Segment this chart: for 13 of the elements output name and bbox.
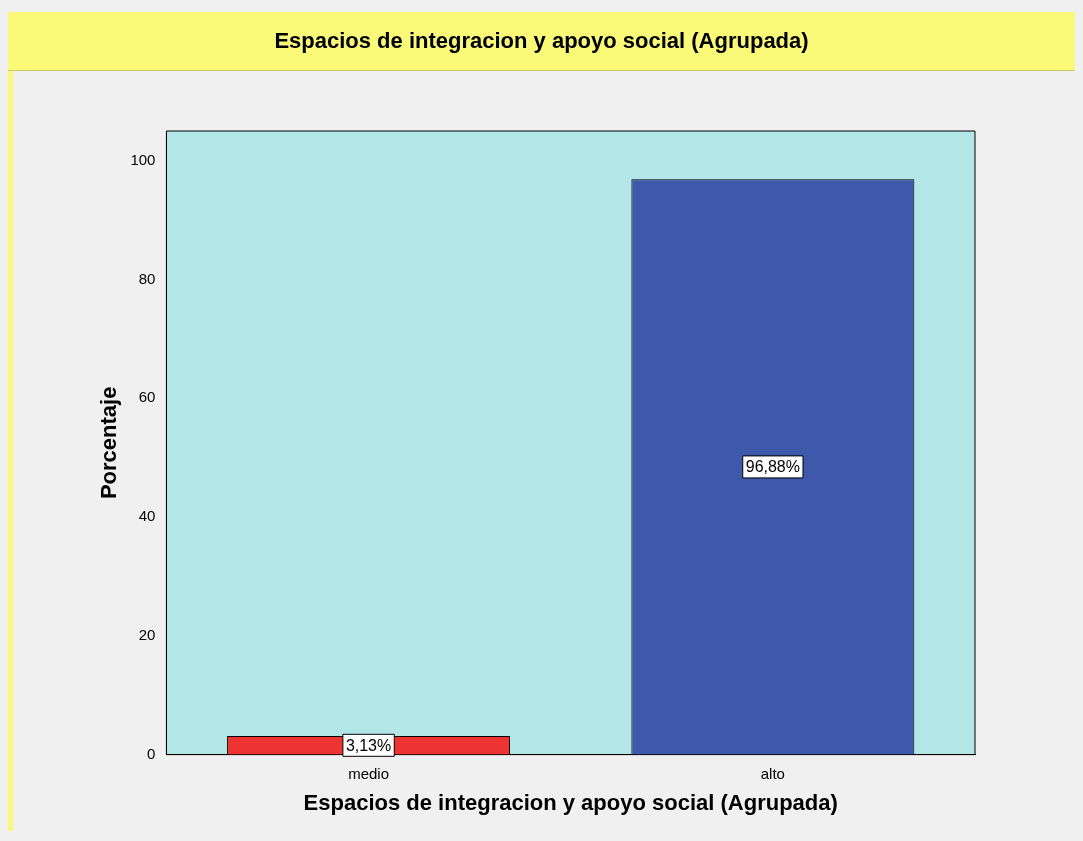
y-tick-label: 100 (130, 150, 156, 168)
data-label: 3,13% (345, 736, 392, 754)
y-tick-label: 20 (138, 625, 156, 643)
x-tick-label: alto (760, 764, 785, 782)
x-axis-title: Espacios de integracion y apoyo social (Agrupada) (303, 789, 838, 815)
y-tick-label: 80 (138, 269, 156, 287)
x-tick-label: medio (348, 764, 389, 782)
y-tick-label: 60 (138, 388, 156, 406)
y-tick-label: 0 (147, 744, 156, 762)
y-axis-title: Porcentaje (96, 386, 122, 500)
y-tick-label: 40 (138, 507, 156, 525)
chart-title: Espacios de integracion y apoyo social (Agrupada) (8, 12, 1075, 71)
data-label: 96,88% (745, 458, 800, 476)
